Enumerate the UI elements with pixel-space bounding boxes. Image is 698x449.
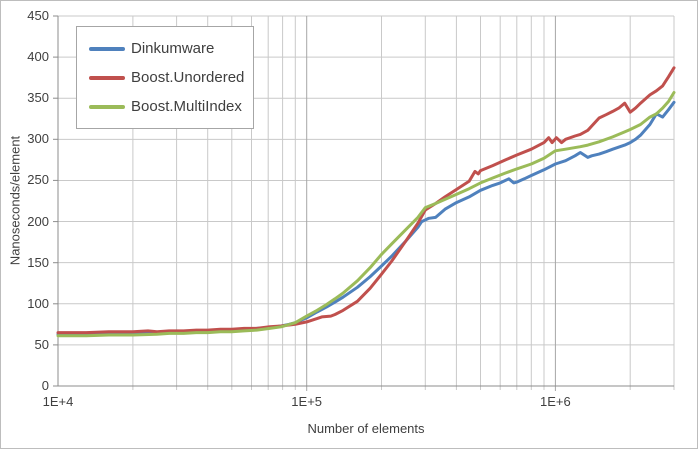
x-tick-label: 1E+4 bbox=[42, 394, 74, 409]
y-tick-label: 300 bbox=[27, 131, 49, 147]
legend-label: Dinkumware bbox=[131, 40, 215, 57]
line-swatch-icon bbox=[89, 46, 125, 51]
y-tick-label: 250 bbox=[27, 172, 49, 188]
y-tick-label: 0 bbox=[41, 378, 49, 393]
y-tick-label: 150 bbox=[27, 254, 49, 270]
line-swatch-icon bbox=[89, 75, 125, 80]
y-tick-label: 100 bbox=[27, 295, 49, 311]
x-tick-label: 1E+6 bbox=[539, 394, 571, 409]
y-tick-label: 350 bbox=[27, 90, 49, 106]
legend: Dinkumware Boost.Unordered Boost.MultiIn… bbox=[76, 26, 254, 129]
y-tick-label: 450 bbox=[27, 8, 49, 23]
legend-label: Boost.Unordered bbox=[131, 69, 245, 86]
legend-item-dinkumware: Dinkumware bbox=[89, 34, 241, 63]
legend-item-boost-multiindex: Boost.MultiIndex bbox=[89, 92, 242, 121]
line-swatch-icon bbox=[89, 104, 125, 109]
legend-label: Boost.MultiIndex bbox=[131, 98, 242, 115]
x-tick-label: 1E+5 bbox=[291, 394, 323, 409]
legend-item-boost-unordered: Boost.Unordered bbox=[89, 63, 245, 92]
y-tick-label: 400 bbox=[27, 49, 49, 65]
y-tick-label: 200 bbox=[27, 213, 49, 229]
y-tick-label: 50 bbox=[34, 336, 49, 352]
y-axis-title: Nanoseconds/element bbox=[7, 135, 23, 266]
x-axis-title: Number of elements bbox=[307, 421, 425, 436]
